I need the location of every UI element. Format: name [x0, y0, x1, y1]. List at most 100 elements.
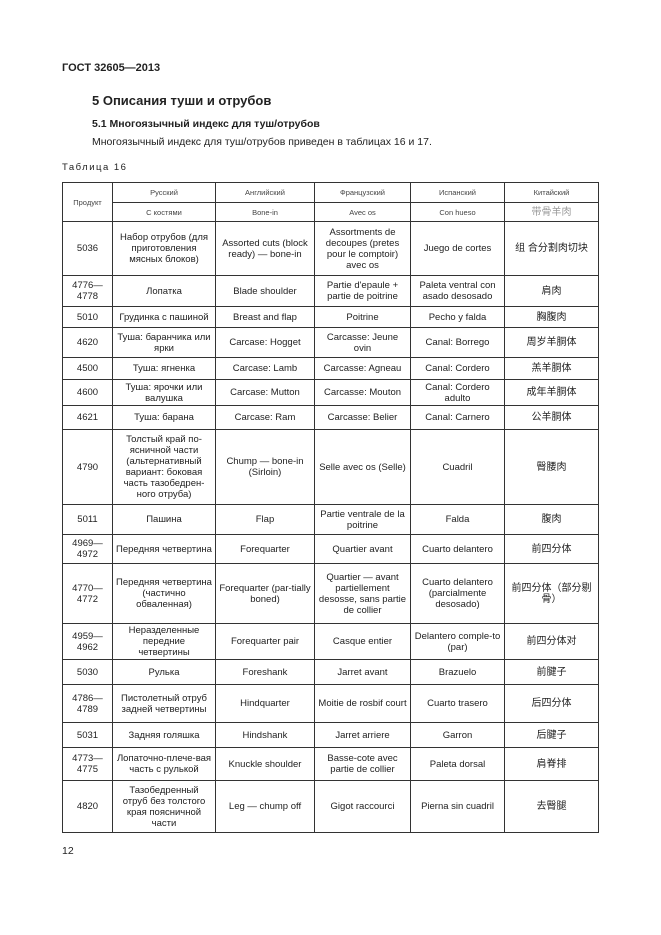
french-name: Carcasse: Mouton	[314, 379, 411, 406]
english-name: Breast and flap	[215, 306, 315, 328]
spanish-name: Delantero comple-to (par)	[410, 623, 505, 660]
russian-name: Набор отрубов (для приготовления мясных …	[112, 221, 216, 276]
russian-name: Пистолетный отруб задней четвертины	[112, 684, 216, 723]
french-name: Carcasse: Agneau	[314, 357, 411, 380]
product-code: 4621	[62, 405, 113, 430]
chinese-name: 前四分体对	[504, 623, 599, 660]
product-code: 4786—4789	[62, 684, 113, 723]
table-row: 5031 Задняя голяшка Hindshank Jarret arrier…	[62, 722, 599, 748]
subsection-title: 5.1 Многоязычный индекс для туш/отрубов	[92, 118, 320, 130]
english-name: Carcase: Mutton	[215, 379, 315, 406]
russian-name: Грудинка с пашиной	[112, 306, 216, 328]
chinese-name: 肩脊排	[504, 747, 599, 781]
spanish-name: Falda	[410, 504, 505, 535]
spanish-name: Cuadril	[410, 429, 505, 505]
chinese-name: 前腱子	[504, 659, 599, 685]
product-code: 4790	[62, 429, 113, 505]
english-name: Forequarter pair	[215, 623, 315, 660]
spanish-name: Cuarto delantero	[410, 534, 505, 564]
chinese-name: 前四分体	[504, 534, 599, 564]
spanish-name: Pecho y falda	[410, 306, 505, 328]
table-row: 4786—4789 Пистолетный отруб задней четвер…	[62, 684, 599, 723]
french-name: Casque entier	[314, 623, 411, 660]
header-spanish: Испанский	[410, 182, 505, 203]
subheader-spanish: Con hueso	[410, 202, 505, 222]
table-row: 4500 Туша: ягненка Carcase: Lamb Carcasse: …	[62, 357, 599, 380]
russian-name: Туша: ярочки или валушка	[112, 379, 216, 406]
multilingual-index-table: Продукт Русский Английский Французский И…	[62, 182, 599, 833]
chinese-name: 周岁羊胴体	[504, 327, 599, 358]
chinese-name: 公羊胴体	[504, 405, 599, 430]
product-code: 4969—4972	[62, 534, 113, 564]
standard-number: ГОСТ 32605—2013	[62, 62, 161, 74]
russian-name: Рулька	[112, 659, 216, 685]
subheader-russian: С костями	[112, 202, 216, 222]
russian-name: Туша: барана	[112, 405, 216, 430]
english-name: Foreshank	[215, 659, 315, 685]
french-name: Gigot raccourci	[314, 780, 411, 833]
chinese-name: 羔羊胴体	[504, 357, 599, 380]
spanish-name: Cuarto delantero (parcialmente desosado)	[410, 563, 505, 624]
product-code: 4773—4775	[62, 747, 113, 781]
french-name: Partie ventrale de la poitrine	[314, 504, 411, 535]
header-russian: Русский	[112, 182, 216, 203]
english-name: Blade shoulder	[215, 275, 315, 307]
table-row: 4820 Тазобедренный отруб без толстого кра…	[62, 780, 599, 833]
russian-name: Тазобедренный отруб без толстого края по…	[112, 780, 216, 833]
russian-name: Толстый край по-ясничной части (альтерна…	[112, 429, 216, 505]
product-code: 4959—4962	[62, 623, 113, 660]
spanish-name: Canal: Carnero	[410, 405, 505, 430]
russian-name: Передняя четвертина	[112, 534, 216, 564]
chinese-name: 去臀腿	[504, 780, 599, 833]
spanish-name: Cuarto trasero	[410, 684, 505, 723]
french-name: Jarret arriere	[314, 722, 411, 748]
french-name: Quartier — avant partiellement desosse, …	[314, 563, 411, 624]
chinese-name: 肩肉	[504, 275, 599, 307]
russian-name: Неразделенные передние четвертины	[112, 623, 216, 660]
section-title: 5 Описания туши и отрубов	[92, 93, 272, 108]
spanish-name: Garron	[410, 722, 505, 748]
product-code: 4500	[62, 357, 113, 380]
table-caption: Таблица 16	[62, 162, 128, 173]
spanish-name: Canal: Cordero	[410, 357, 505, 380]
english-name: Chump — bone-in (Sirloin)	[215, 429, 315, 505]
russian-name: Лопаточно-плече-вая часть с рулькой	[112, 747, 216, 781]
french-name: Assortments de decoupes (pretes pour le …	[314, 221, 411, 276]
table-row: 4773—4775 Лопаточно-плече-вая часть с рул…	[62, 747, 599, 781]
spanish-name: Paleta dorsal	[410, 747, 505, 781]
french-name: Partie d'epaule + partie de poitrine	[314, 275, 411, 307]
page-number: 12	[62, 845, 74, 857]
table-row: 4959—4962 Неразделенные передние четверти…	[62, 623, 599, 660]
french-name: Selle avec os (Selle)	[314, 429, 411, 505]
french-name: Carcasse: Belier	[314, 405, 411, 430]
spanish-name: Brazuelo	[410, 659, 505, 685]
english-name: Forequarter (par-tially boned)	[215, 563, 315, 624]
product-code: 4770—4772	[62, 563, 113, 624]
header-english: Английский	[215, 182, 315, 203]
subheader-english: Bone-in	[215, 202, 315, 222]
russian-name: Туша: баранчика или ярки	[112, 327, 216, 358]
russian-name: Лопатка	[112, 275, 216, 307]
product-code: 5011	[62, 504, 113, 535]
french-name: Jarret avant	[314, 659, 411, 685]
chinese-name: 后腱子	[504, 722, 599, 748]
table-row: 4776—4778 Лопатка Blade shoulder Partie d'e…	[62, 275, 599, 307]
spanish-name: Juego de cortes	[410, 221, 505, 276]
table-row: 5030 Рулька Foreshank Jarret avant Brazuelo 前…	[62, 659, 599, 685]
english-name: Assorted cuts (block ready) — bone-in	[215, 221, 315, 276]
french-name: Quartier avant	[314, 534, 411, 564]
header-product: Продукт	[62, 182, 113, 222]
table-row: 5011 Пашина Flap Partie ventrale de la poit…	[62, 504, 599, 535]
russian-name: Задняя голяшка	[112, 722, 216, 748]
header-french: Французский	[314, 182, 411, 203]
product-code: 4620	[62, 327, 113, 358]
english-name: Carcase: Ram	[215, 405, 315, 430]
french-name: Carcasse: Jeune ovin	[314, 327, 411, 358]
english-name: Forequarter	[215, 534, 315, 564]
product-code: 5010	[62, 306, 113, 328]
table-row: 4969—4972 Передняя четвертина Forequarter Q…	[62, 534, 599, 564]
product-code: 4776—4778	[62, 275, 113, 307]
english-name: Leg — chump off	[215, 780, 315, 833]
chinese-name: 成年羊胴体	[504, 379, 599, 406]
chinese-name: 后四分体	[504, 684, 599, 723]
